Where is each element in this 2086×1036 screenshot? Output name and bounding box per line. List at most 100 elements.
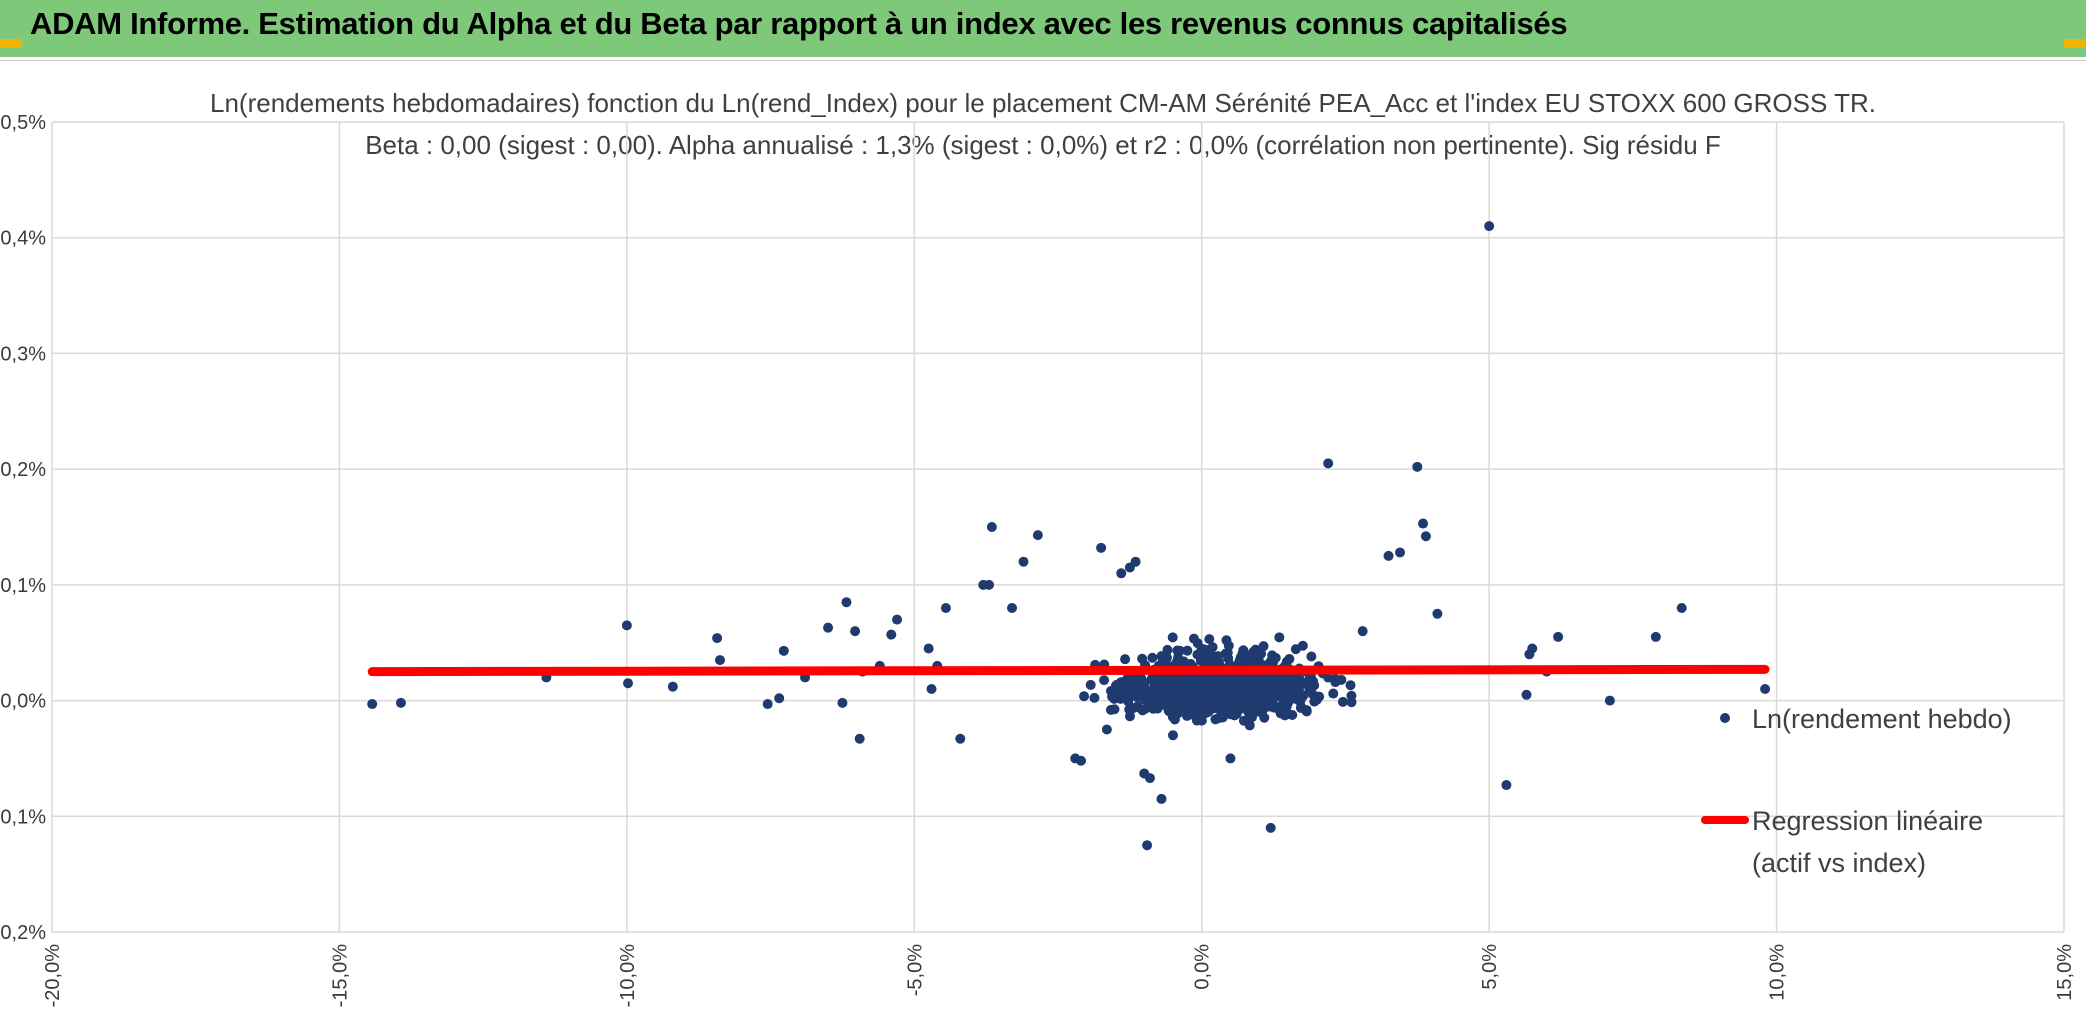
data-point — [1395, 547, 1406, 558]
data-point — [986, 522, 997, 532]
data-point — [1174, 645, 1185, 656]
data-point — [395, 697, 406, 708]
data-point — [1128, 703, 1139, 714]
data-point — [1122, 684, 1133, 695]
data-point — [1286, 672, 1297, 683]
grid-layer — [51, 121, 2065, 933]
data-point — [1161, 652, 1172, 663]
data-point — [1287, 709, 1298, 720]
x-tick-label: 5,0% — [1479, 944, 1501, 990]
data-point — [1167, 632, 1178, 643]
data-point — [1264, 691, 1275, 702]
data-point — [1521, 689, 1532, 700]
data-point — [1279, 688, 1290, 699]
data-point — [823, 622, 834, 633]
data-point — [1676, 603, 1687, 613]
legend-line-label-1: Regression linéaire — [1752, 806, 1983, 836]
data-point — [1007, 603, 1018, 613]
data-point — [1188, 633, 1199, 644]
data-point — [1357, 626, 1368, 637]
data-point — [1156, 793, 1167, 804]
data-point — [1079, 691, 1090, 702]
data-point — [892, 614, 903, 625]
data-point — [1420, 531, 1431, 542]
data-point — [1286, 683, 1297, 694]
data-point — [1294, 695, 1305, 706]
data-point — [1191, 715, 1202, 726]
data-point — [1130, 556, 1141, 567]
data-point — [886, 629, 897, 640]
data-point — [1238, 645, 1249, 656]
regression-line-layer — [367, 664, 1770, 677]
data-point — [1148, 703, 1159, 714]
legend: Ln(rendement hebdo) Regression linéaire … — [1701, 704, 2012, 878]
data-point — [1265, 822, 1276, 833]
data-point — [1099, 675, 1110, 686]
x-tick-label: -10,0% — [617, 944, 639, 1008]
data-point — [1200, 706, 1211, 717]
data-point — [1231, 708, 1242, 719]
data-point — [667, 681, 678, 692]
data-point — [1142, 840, 1153, 851]
data-point — [926, 684, 937, 694]
data-point — [1168, 673, 1179, 684]
data-point — [1115, 693, 1126, 704]
header-banner: ADAM Informe. Estimation du Alpha et du … — [0, 0, 2086, 57]
data-point — [1089, 692, 1100, 703]
data-point — [1197, 680, 1208, 691]
data-point — [621, 620, 632, 631]
data-point — [940, 603, 951, 613]
data-point — [1107, 691, 1118, 702]
data-point — [1267, 674, 1278, 685]
data-point — [1309, 696, 1320, 707]
x-tick-label: -15,0% — [329, 944, 351, 1008]
legend-line-label-2: (actif vs index) — [1752, 848, 1926, 878]
data-point — [923, 643, 934, 654]
data-point — [955, 733, 966, 744]
data-point — [1281, 702, 1292, 713]
data-point — [1346, 690, 1357, 701]
data-point — [1650, 631, 1661, 642]
data-point — [1168, 681, 1179, 692]
data-point — [984, 579, 995, 590]
data-point — [1246, 712, 1257, 723]
chart-title-line2: Beta : 0,00 (sigest : 0,00). Alpha annua… — [365, 130, 1721, 160]
data-point — [1309, 680, 1320, 691]
data-point — [1337, 696, 1348, 707]
data-point — [1242, 698, 1253, 709]
data-point — [1185, 677, 1196, 688]
data-point — [1120, 654, 1131, 665]
data-point — [1336, 674, 1347, 685]
data-point — [1323, 458, 1334, 469]
data-point — [1253, 655, 1264, 666]
data-point — [1306, 651, 1317, 662]
data-point — [1345, 680, 1356, 691]
scatter-points — [367, 221, 1771, 851]
y-tick-label: 0,4% — [0, 228, 46, 250]
x-tick-label: 10,0% — [1767, 944, 1789, 1001]
data-point — [1484, 221, 1495, 232]
data-point — [1229, 690, 1240, 701]
data-point — [1760, 684, 1771, 694]
data-point — [1163, 705, 1174, 716]
data-point — [1284, 653, 1295, 664]
data-point — [1255, 705, 1266, 716]
data-point — [1137, 653, 1148, 664]
data-point — [1196, 643, 1207, 654]
x-tick-label: -5,0% — [904, 944, 926, 996]
data-point — [1279, 677, 1290, 688]
y-tick-label: -0,2% — [0, 922, 46, 944]
data-point — [1032, 530, 1043, 541]
data-point — [1110, 680, 1121, 691]
x-tick-label: 0,0% — [1192, 944, 1214, 990]
data-point — [1147, 652, 1158, 663]
y-tick-label: 0,0% — [0, 691, 46, 713]
data-point — [1161, 673, 1172, 684]
data-point — [1190, 694, 1201, 705]
data-point — [714, 655, 725, 666]
data-point — [1418, 518, 1429, 529]
corner-mark-left — [0, 39, 22, 48]
data-point — [623, 678, 634, 689]
data-point — [1207, 652, 1218, 663]
